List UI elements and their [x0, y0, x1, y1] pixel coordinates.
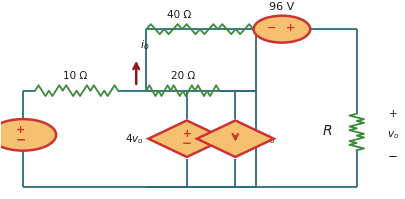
Text: $2i_o$: $2i_o$	[259, 132, 275, 146]
Text: +: +	[286, 23, 295, 33]
Text: $i_o$: $i_o$	[140, 38, 149, 52]
Text: +: +	[182, 129, 191, 139]
Polygon shape	[148, 120, 225, 157]
Polygon shape	[196, 120, 273, 157]
Circle shape	[253, 16, 309, 43]
Text: −: −	[181, 137, 191, 150]
Text: 20 Ω: 20 Ω	[170, 71, 194, 81]
Text: $4v_o$: $4v_o$	[125, 132, 144, 146]
Text: $v_o$: $v_o$	[386, 129, 398, 141]
Text: −: −	[387, 149, 397, 163]
Text: +: +	[388, 109, 396, 119]
Text: 10 Ω: 10 Ω	[63, 71, 87, 81]
Text: 96 V: 96 V	[269, 2, 294, 12]
Text: 80 V: 80 V	[3, 130, 28, 140]
Text: $R$: $R$	[321, 124, 332, 138]
Text: +: +	[16, 125, 26, 135]
Text: −: −	[266, 23, 276, 33]
Text: 40 Ω: 40 Ω	[166, 10, 190, 20]
Text: −: −	[16, 133, 26, 146]
Circle shape	[0, 119, 56, 151]
